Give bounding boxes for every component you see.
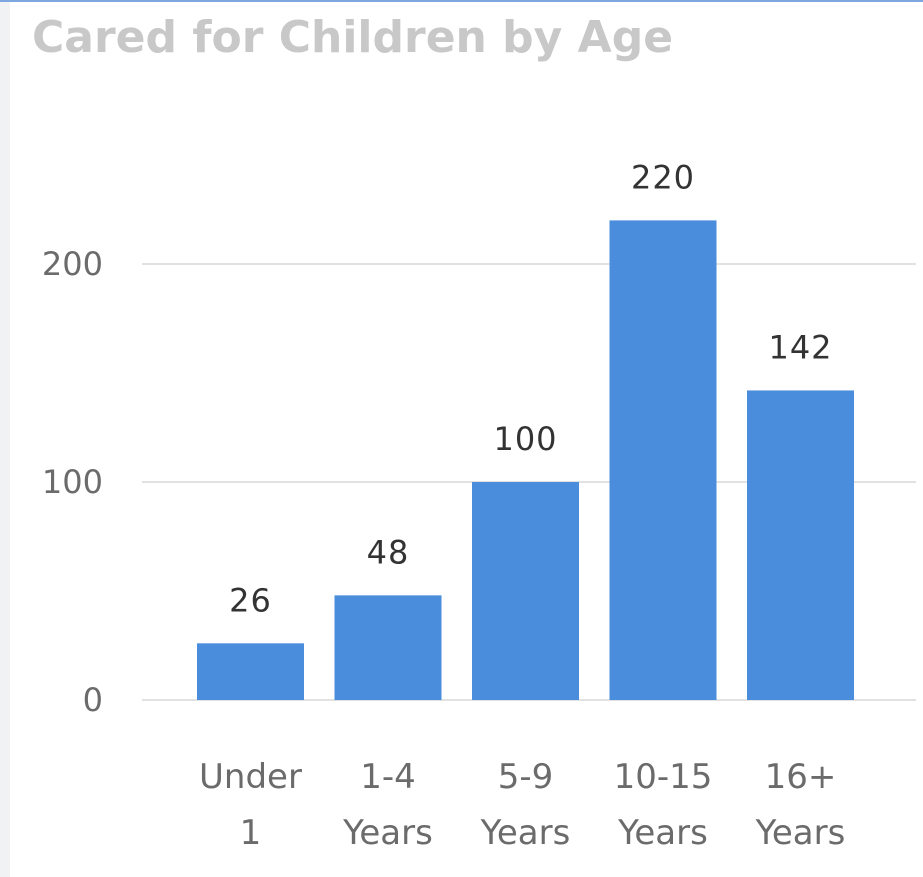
bar [472, 482, 579, 700]
category-label: 10-15 [614, 757, 713, 797]
category-label: Years [342, 813, 433, 853]
data-label: 48 [367, 533, 410, 571]
data-label: 26 [229, 581, 272, 619]
data-label: 220 [631, 158, 695, 196]
category-label: Years [755, 813, 846, 853]
category-label: Years [480, 813, 571, 853]
data-label: 100 [493, 420, 557, 458]
bar [197, 643, 304, 700]
bar [334, 595, 442, 700]
y-tick-label: 100 [42, 463, 103, 501]
bar [609, 220, 717, 700]
category-label: 5-9 [498, 757, 554, 797]
y-axis-ticks: 0 100 200 [42, 245, 103, 719]
top-border-line [0, 0, 923, 2]
data-label: 142 [768, 328, 832, 366]
y-tick-label: 0 [83, 681, 103, 719]
chart-title: Cared for Children by Age [32, 12, 674, 63]
category-label: 1-4 [360, 757, 416, 797]
category-label: 1 [240, 813, 262, 853]
category-label: 16+ [765, 757, 837, 797]
y-tick-label: 200 [42, 245, 103, 283]
left-panel-edge [0, 2, 10, 877]
category-label: Under [199, 757, 302, 797]
category-label: Years [617, 813, 708, 853]
data-labels: 26 48 100 220 142 [229, 158, 832, 619]
x-axis-categories: Under 1 1-4 Years 5-9 Years 10-15 Years 16+ Years [199, 757, 845, 853]
bar [747, 390, 854, 700]
bars [197, 220, 854, 700]
